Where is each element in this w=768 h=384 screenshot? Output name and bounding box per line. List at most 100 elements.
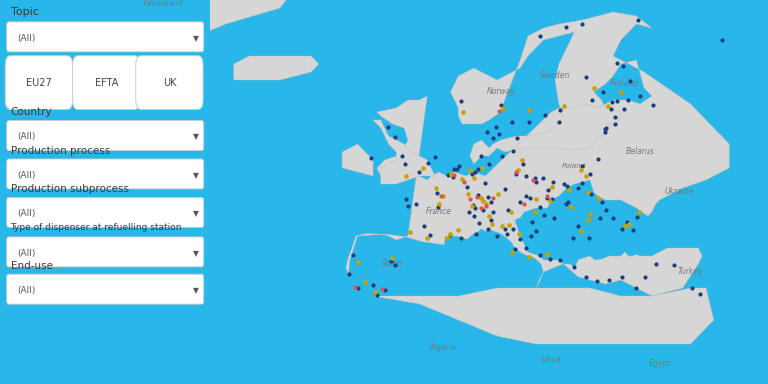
Text: Norway: Norway <box>486 88 515 96</box>
Point <box>369 289 381 295</box>
Point <box>542 187 554 194</box>
Point <box>496 153 508 159</box>
Point <box>424 232 436 238</box>
Point <box>473 220 485 226</box>
Text: Topic: Topic <box>11 7 38 17</box>
Point <box>561 182 573 189</box>
Point <box>584 211 596 217</box>
Point <box>591 195 604 202</box>
FancyBboxPatch shape <box>7 159 204 189</box>
Point <box>524 195 536 201</box>
FancyBboxPatch shape <box>7 22 204 52</box>
Point <box>511 167 524 174</box>
Point <box>529 228 541 234</box>
Text: ▼: ▼ <box>193 209 199 218</box>
Point <box>382 124 394 130</box>
Point <box>632 17 644 23</box>
Point <box>528 209 541 215</box>
Text: Country: Country <box>11 107 52 117</box>
Point <box>501 230 513 237</box>
Point <box>447 174 459 180</box>
Point <box>617 63 629 69</box>
Point <box>466 203 478 209</box>
Point <box>511 135 523 141</box>
Point <box>633 209 645 215</box>
Point <box>523 119 535 125</box>
Point <box>441 235 453 241</box>
Text: (All): (All) <box>17 209 35 218</box>
Text: EFTA: EFTA <box>94 78 118 88</box>
Point <box>469 169 482 175</box>
Text: Belarus: Belarus <box>626 147 654 157</box>
Point <box>520 245 532 251</box>
Point <box>576 163 588 169</box>
FancyBboxPatch shape <box>7 121 204 151</box>
Point <box>519 173 531 179</box>
Point <box>385 258 397 264</box>
Point <box>458 179 471 185</box>
Point <box>495 223 508 230</box>
Point <box>715 37 727 43</box>
Point <box>607 215 619 221</box>
Point <box>609 121 621 127</box>
Point <box>515 157 528 163</box>
Point <box>541 193 554 199</box>
Point <box>554 257 567 263</box>
Point <box>487 135 499 141</box>
Point <box>548 215 561 221</box>
Point <box>572 185 584 191</box>
Point <box>436 193 449 199</box>
Text: Ukraine: Ukraine <box>664 187 694 197</box>
Point <box>647 102 660 108</box>
Point <box>545 256 557 262</box>
Text: Type of dispenser at refuelling station: Type of dispenser at refuelling station <box>11 223 182 232</box>
Point <box>631 214 644 220</box>
Point <box>442 172 455 178</box>
Point <box>595 199 607 205</box>
Point <box>523 254 535 260</box>
Point <box>526 177 538 183</box>
Point <box>603 277 615 283</box>
Text: EU27: EU27 <box>26 78 51 88</box>
Point <box>539 112 551 118</box>
Point <box>634 93 647 99</box>
Point <box>483 213 495 219</box>
Point <box>541 195 553 202</box>
Point <box>486 221 498 227</box>
Point <box>583 235 595 241</box>
Point <box>611 98 623 104</box>
Point <box>600 207 612 213</box>
Point <box>509 170 521 177</box>
Text: ▼: ▼ <box>193 132 199 141</box>
Text: UK: UK <box>163 78 176 88</box>
Point <box>584 171 596 177</box>
Point <box>631 285 643 291</box>
Point <box>482 226 495 232</box>
Point <box>365 154 377 161</box>
Point <box>505 119 518 126</box>
Point <box>558 181 571 187</box>
Text: ▼: ▼ <box>193 33 199 43</box>
Point <box>513 230 525 237</box>
Point <box>604 106 617 112</box>
Point <box>343 271 355 278</box>
Point <box>455 98 467 104</box>
Point <box>581 217 594 223</box>
Point <box>468 213 480 219</box>
Text: (All): (All) <box>17 286 35 295</box>
Point <box>514 236 526 242</box>
Point <box>599 126 611 132</box>
Point <box>431 190 443 196</box>
Point <box>487 195 499 202</box>
Point <box>600 125 612 131</box>
Point <box>456 176 468 182</box>
Point <box>389 134 401 140</box>
Point <box>554 106 566 113</box>
Text: End-use: End-use <box>11 261 52 271</box>
Point <box>529 179 541 185</box>
FancyBboxPatch shape <box>136 56 203 109</box>
Point <box>379 287 391 293</box>
Point <box>563 187 575 194</box>
Point <box>422 160 434 166</box>
Point <box>463 209 475 215</box>
